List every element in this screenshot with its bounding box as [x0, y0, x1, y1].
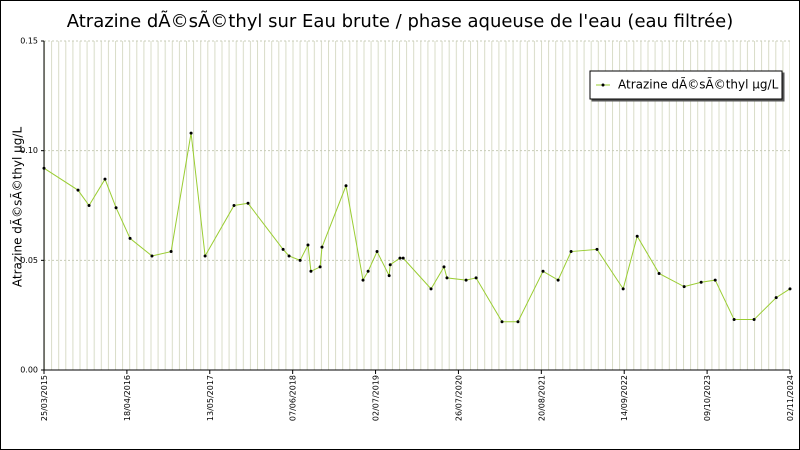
x-tick-label: 26/07/2020: [454, 375, 463, 421]
x-tick-label: 07/06/2018: [289, 375, 298, 421]
y-axis-label: Atrazine dÃ©sÃ©thyl µg/L: [10, 127, 25, 288]
data-point: [657, 271, 661, 275]
data-point: [320, 245, 324, 249]
data-point: [309, 269, 313, 273]
legend-marker: [601, 83, 605, 87]
x-tick-label: 18/04/2016: [123, 375, 132, 421]
data-point: [401, 256, 405, 260]
data-point: [621, 287, 625, 291]
y-tick-label: 0.15: [20, 37, 38, 46]
data-point: [398, 256, 402, 260]
data-point: [169, 250, 173, 254]
data-point: [464, 278, 468, 282]
data-point: [541, 269, 545, 273]
data-point: [103, 177, 107, 181]
x-tick-label: 14/09/2022: [620, 375, 629, 421]
data-point: [556, 278, 560, 282]
data-point: [635, 234, 639, 238]
data-point: [442, 265, 446, 269]
series-line: [43, 133, 791, 323]
data-point: [474, 276, 478, 280]
data-point: [298, 258, 302, 262]
data-point: [318, 265, 322, 269]
data-point: [774, 296, 778, 300]
data-point: [429, 287, 433, 291]
y-tick-label: 0.00: [20, 366, 38, 375]
data-point: [682, 285, 686, 289]
x-tick-label: 25/03/2015: [40, 375, 49, 421]
data-point: [388, 263, 392, 267]
x-tick-label: 02/07/2019: [372, 375, 381, 421]
data-point: [232, 204, 236, 207]
data-point: [569, 250, 573, 254]
data-point: [516, 320, 520, 324]
legend-label: Atrazine dÃ©sÃ©thyl µg/L: [618, 77, 779, 92]
data-point: [76, 188, 80, 192]
chart-title: Atrazine dÃ©sÃ©thyl sur Eau brute / phas…: [67, 10, 734, 32]
data-point: [595, 247, 599, 251]
data-point: [189, 131, 193, 135]
data-point: [699, 280, 703, 284]
data-point: [361, 278, 365, 282]
data-point: [246, 201, 250, 205]
y-tick-label: 0.05: [20, 256, 38, 265]
data-point: [287, 254, 291, 258]
x-tick-label: 13/05/2017: [206, 375, 215, 421]
data-point: [344, 184, 348, 188]
data-point: [445, 276, 449, 280]
data-point: [500, 320, 504, 324]
data-point: [42, 166, 46, 170]
data-point: [713, 278, 717, 282]
data-point: [366, 269, 370, 273]
data-point: [203, 254, 207, 258]
data-point: [306, 243, 310, 247]
x-tick-label: 09/10/2023: [703, 375, 712, 421]
data-point: [150, 254, 154, 258]
legend-box: [589, 70, 783, 100]
y-tick-label: 0.10: [20, 146, 38, 155]
data-point: [87, 204, 91, 207]
data-point: [114, 206, 118, 210]
x-tick-label: 20/08/2021: [537, 375, 546, 421]
data-point: [281, 247, 285, 251]
data-point: [387, 274, 391, 278]
data-point: [752, 318, 756, 322]
data-point: [375, 250, 379, 254]
x-tick-label: 02/11/2024: [786, 375, 795, 421]
data-point: [788, 287, 792, 291]
data-point: [732, 318, 736, 322]
data-point: [128, 236, 132, 240]
